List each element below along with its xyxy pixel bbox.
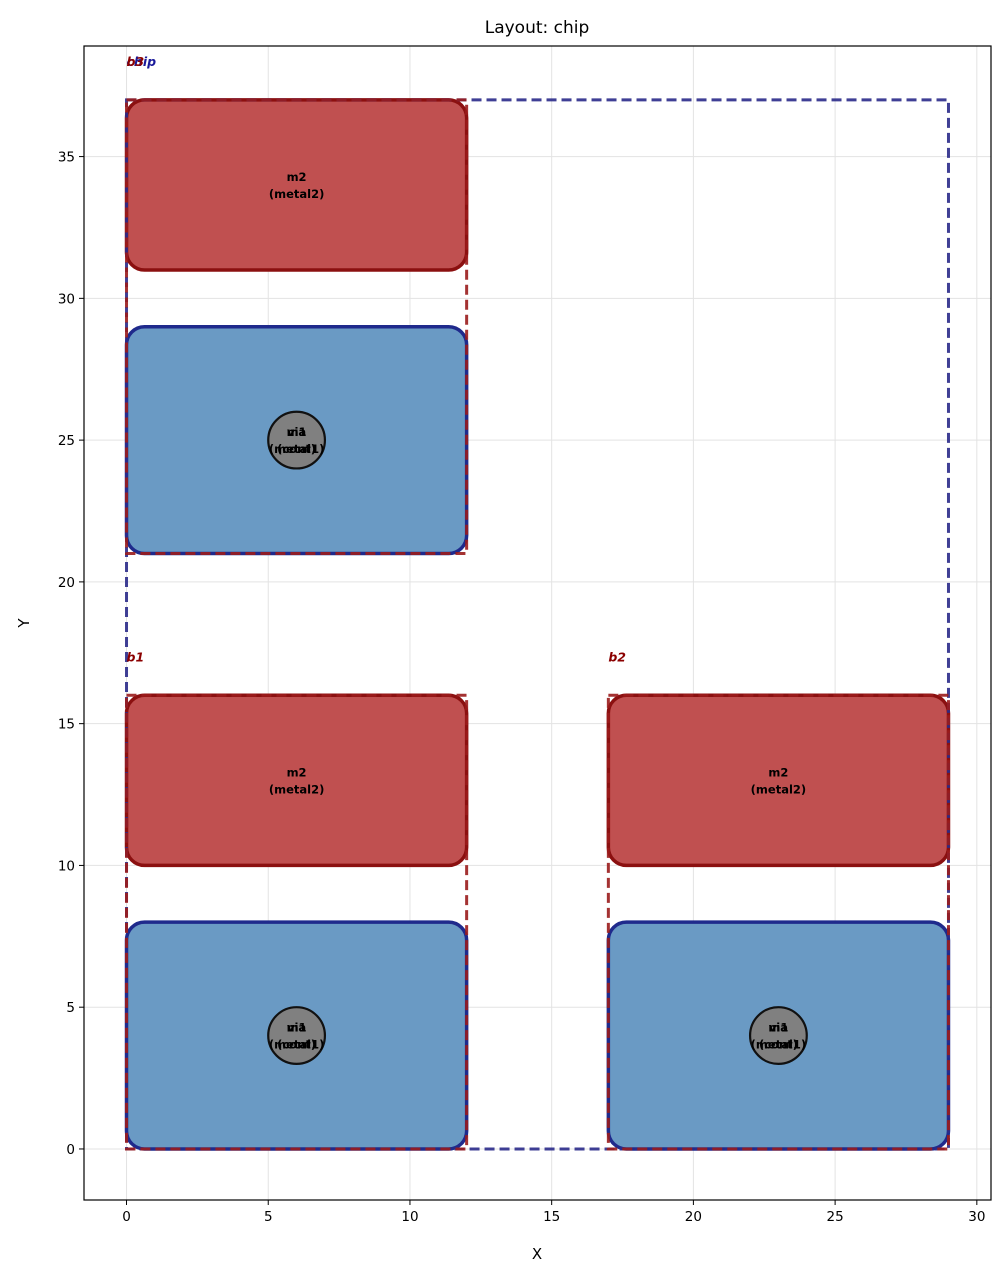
m2-metal2-shape <box>124 693 469 868</box>
cell-b1-outline <box>125 693 469 1151</box>
axes-frame <box>83 45 992 1201</box>
shape-layer-label: (metal2) <box>751 782 807 796</box>
via-circle <box>267 1006 327 1065</box>
x-tick-label: 15 <box>543 1209 560 1225</box>
via-circle <box>748 1006 808 1065</box>
x-tick-label: 20 <box>685 1209 702 1225</box>
y-axis-ticks: 0 5 10 15 20 25 30 35 <box>58 150 84 1158</box>
y-tick-label: 35 <box>58 150 75 166</box>
cell-b3-label: b3 <box>127 54 145 69</box>
x-tick-label: 30 <box>968 1209 985 1225</box>
x-axis-ticks: 0 5 10 15 20 25 30 <box>122 1200 985 1225</box>
cell-b1-label: b1 <box>127 649 145 664</box>
overlap-layer-label: (cont) <box>759 1038 798 1052</box>
cell-b2-outline <box>606 693 950 1151</box>
overlap-name-label: via <box>287 425 306 439</box>
plot-area: m2(metal2)m2(metal2)m2(metal2)m1via(meta… <box>124 54 951 1151</box>
overlap-name-label: m1 <box>287 425 307 439</box>
overlap-name-label: via <box>769 1021 788 1035</box>
x-tick-label: 0 <box>122 1209 131 1225</box>
y-tick-label: 5 <box>66 1000 75 1016</box>
overlap-name-label: m1 <box>287 1021 307 1035</box>
y-tick-label: 20 <box>58 575 75 591</box>
overlap-name-label: m1 <box>768 1021 788 1035</box>
y-axis-label: Y <box>15 618 33 629</box>
y-tick-label: 0 <box>66 1142 75 1158</box>
shape-layer-label: (metal2) <box>269 782 325 796</box>
x-tick-label: 10 <box>401 1209 418 1225</box>
cell-b3-outline <box>125 98 469 556</box>
shape-name-label: m2 <box>287 765 307 779</box>
overlap-layer-label: (metal1) <box>269 442 325 456</box>
via-circle <box>267 410 327 470</box>
overlap-layer-label: (metal1) <box>269 1038 325 1052</box>
shape-name-label: m2 <box>768 765 788 779</box>
x-tick-label: 5 <box>264 1209 273 1225</box>
cell-chip-label: chip <box>127 54 157 69</box>
shape-layer-label: (metal2) <box>269 187 325 201</box>
x-tick-label: 25 <box>827 1209 844 1225</box>
overlap-name-label: via <box>287 1021 306 1035</box>
m2-metal2-shape <box>124 98 469 272</box>
overlap-layer-label: (cont) <box>277 442 316 456</box>
x-axis-label: X <box>532 1245 542 1263</box>
m2-metal2-shape <box>606 693 951 868</box>
overlap-layer-label: (metal1) <box>751 1038 807 1052</box>
chart-title: Layout: chip <box>485 18 590 38</box>
y-tick-label: 25 <box>58 433 75 449</box>
overlap-layer-label: (cont) <box>277 1038 316 1052</box>
cell-b2-label: b2 <box>608 649 626 664</box>
y-tick-label: 15 <box>58 717 75 733</box>
cell-chip-outline <box>125 98 950 1151</box>
y-tick-label: 30 <box>58 291 75 307</box>
y-tick-label: 10 <box>58 858 75 874</box>
shape-name-label: m2 <box>287 170 307 184</box>
